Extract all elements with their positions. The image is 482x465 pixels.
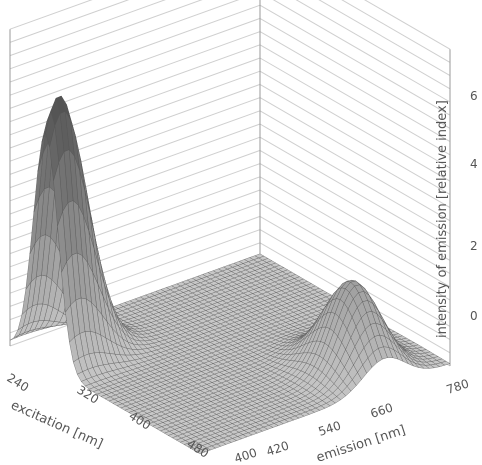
grid-line: [364, 0, 451, 50]
grid-line: [259, 4, 451, 116]
grid-line: [259, 149, 451, 261]
grid-line: [259, 31, 451, 143]
grid-line: [259, 189, 451, 301]
grid-line: [259, 163, 451, 275]
grid-line: [272, 0, 451, 103]
grid-line: [259, 136, 451, 248]
grid-line: [318, 0, 451, 77]
grid-line: [9, 0, 93, 30]
grid-line: [9, 31, 261, 123]
grid-line: [9, 0, 166, 57]
grid-line: [259, 202, 451, 314]
z-tick-label: 6: [470, 89, 478, 103]
grid-line: [259, 110, 451, 222]
y-tick-label: 400: [233, 445, 259, 465]
surface-cell: [195, 449, 206, 454]
grid-line: [9, 0, 130, 43]
grid-line: [9, 17, 261, 109]
grid-line: [259, 176, 451, 288]
grid-line: [341, 0, 451, 63]
surface-mesh: [9, 95, 451, 454]
z-tick-label: 2: [470, 239, 478, 253]
grid-line: [259, 97, 451, 209]
y-tick-label: 660: [369, 400, 395, 420]
grid-line: [9, 0, 240, 83]
grid-line: [259, 123, 451, 235]
grid-line: [259, 44, 451, 156]
y-tick-label: 780: [445, 376, 471, 396]
grid-line: [259, 70, 451, 182]
grid-line: [9, 4, 261, 96]
grid-line: [259, 215, 451, 327]
z-tick-label: 4: [470, 157, 478, 171]
z-axis-label: intensity of emission [relative index]: [435, 100, 450, 338]
x-tick-label: 240: [4, 371, 31, 395]
grid-line: [9, 0, 203, 70]
x-axis-label: excitation [nm]: [8, 398, 105, 452]
y-tick-label: 540: [317, 418, 343, 438]
grid-line: [259, 57, 451, 169]
grid-line: [295, 0, 451, 90]
z-tick-label: 0: [470, 309, 478, 323]
back-wall-grid: [9, 0, 451, 367]
grid-line: [259, 17, 451, 129]
grid-line: [259, 83, 451, 195]
y-tick-label: 420: [265, 438, 291, 458]
